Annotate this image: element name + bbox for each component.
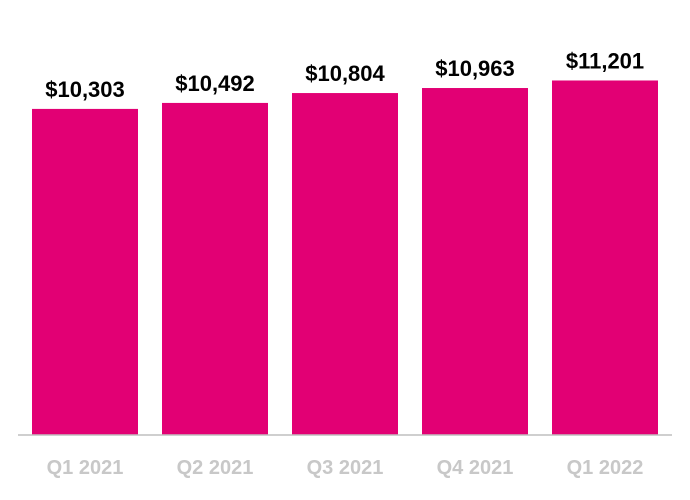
x-tick-label: Q4 2021 [437,457,514,479]
value-labels-group: $10,303 $10,492 $10,804 $10,963 $11,201 [45,48,644,101]
bar-q1-2022 [552,80,658,436]
x-tick-label: Q1 2022 [567,457,644,479]
bars-group [32,80,658,436]
value-label: $10,804 [305,61,385,86]
bar-q2-2021 [162,102,268,436]
x-tick-label: Q2 2021 [177,457,254,479]
x-tick-labels-group: Q1 2021 Q2 2021 Q3 2021 Q4 2021 Q1 2022 [47,457,644,479]
value-label: $10,963 [435,56,515,81]
x-tick-label: Q1 2021 [47,457,124,479]
bar-q4-2021 [422,88,528,435]
bar-q3-2021 [292,93,398,435]
value-label: $10,492 [175,71,255,96]
bar-q1-2021 [32,108,138,436]
value-label: $10,303 [45,77,125,102]
value-label: $11,201 [566,48,644,73]
x-tick-label: Q3 2021 [307,457,384,479]
